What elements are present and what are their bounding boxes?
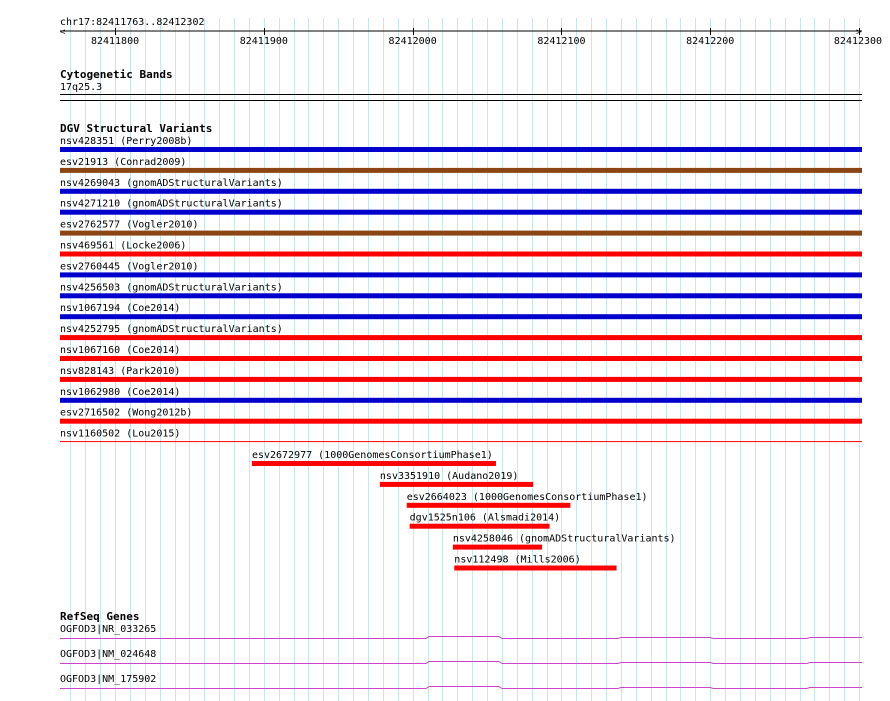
dgv-feature[interactable]: nsv1067194 (Coe2014) bbox=[60, 303, 862, 320]
dgv-feature-bar[interactable] bbox=[452, 544, 543, 550]
dgv-feature-bar[interactable] bbox=[251, 461, 496, 466]
refseq-gene-glyph[interactable] bbox=[60, 636, 862, 639]
dgv-feature-bar[interactable] bbox=[60, 397, 862, 403]
dgv-feature-label: nsv4269043 (gnomADStructuralVariants) bbox=[60, 178, 283, 189]
dgv-feature-label: nsv1160502 (Lou2015) bbox=[60, 429, 180, 440]
dgv-feature-label: nsv1062980 (Coe2014) bbox=[60, 387, 180, 398]
refseq-gene-label: OGFOD3|NR_033265 bbox=[60, 624, 156, 635]
dgv-feature-bar[interactable] bbox=[406, 502, 571, 508]
dgv-feature-list: nsv428351 (Perry2008b) esv21913 (Conrad20… bbox=[60, 136, 862, 571]
dgv-feature-label: nsv469561 (Locke2006) bbox=[60, 241, 186, 252]
dgv-feature-bar[interactable] bbox=[60, 147, 862, 152]
dgv-feature[interactable]: nsv828143 (Park2010) bbox=[60, 366, 862, 382]
dgv-feature-label: nsv428351 (Perry2008b) bbox=[60, 136, 192, 147]
dgv-feature-bar[interactable] bbox=[379, 481, 534, 487]
dgv-feature-label: nsv1067160 (Coe2014) bbox=[60, 345, 180, 356]
dgv-feature-bar[interactable] bbox=[60, 188, 862, 194]
dgv-feature-label: esv21913 (Conrad2009) bbox=[60, 157, 186, 168]
dgv-feature[interactable]: nsv3351910 (Audano2019) bbox=[379, 471, 534, 487]
dgv-feature[interactable]: nsv112498 (Mills2006) bbox=[454, 555, 617, 571]
dgv-feature[interactable]: esv2762577 (Vogler2010) bbox=[60, 220, 862, 236]
dgv-feature[interactable]: nsv428351 (Perry2008b) bbox=[60, 136, 862, 152]
dgv-feature-label: nsv3351910 (Audano2019) bbox=[380, 471, 518, 482]
dgv-feature[interactable]: nsv4252795 (gnomADStructuralVariants) bbox=[60, 324, 862, 341]
dgv-feature[interactable]: esv2664023 (1000GenomesConsortiumPhase1) bbox=[406, 492, 648, 508]
ruler-arrow-left-icon: < bbox=[60, 28, 66, 38]
dgv-feature-label: nsv4271210 (gnomADStructuralVariants) bbox=[60, 199, 283, 210]
refseq-gene-glyph[interactable] bbox=[60, 686, 862, 689]
dgv-feature[interactable]: nsv469561 (Locke2006) bbox=[60, 241, 862, 257]
dgv-feature-bar[interactable] bbox=[60, 293, 862, 299]
ruler: chr17:82411763..82412302 < > 82411800 824… bbox=[60, 17, 882, 47]
refseq-gene[interactable]: OGFOD3|NM_175902 bbox=[60, 674, 862, 689]
dgv-feature-bar[interactable] bbox=[60, 230, 862, 236]
dgv-feature-label: dgv1525n106 (Alsmadi2014) bbox=[410, 513, 561, 524]
dgv-feature[interactable]: dgv1525n106 (Alsmadi2014) bbox=[409, 513, 561, 529]
dgv-feature[interactable]: nsv4258046 (gnomADStructuralVariants) bbox=[452, 534, 676, 550]
dgv-feature-label: nsv112498 (Mills2006) bbox=[454, 555, 580, 566]
dgv-feature-bar[interactable] bbox=[60, 376, 862, 382]
dgv-feature-bar[interactable] bbox=[60, 209, 862, 215]
ruler-tick-label: 82412200 bbox=[686, 36, 734, 47]
dgv-feature[interactable]: nsv1067160 (Coe2014) bbox=[60, 345, 862, 361]
dgv-feature-label: nsv4256503 (gnomADStructuralVariants) bbox=[60, 282, 283, 293]
refseq-gene-label: OGFOD3|NM_175902 bbox=[60, 674, 156, 685]
dgv-feature[interactable]: nsv4271210 (gnomADStructuralVariants) bbox=[60, 199, 862, 215]
refseq-gene[interactable]: OGFOD3|NR_033265 bbox=[60, 624, 862, 639]
dgv-feature-label: esv2664023 (1000GenomesConsortiumPhase1) bbox=[407, 492, 648, 503]
dgv-feature-bar[interactable] bbox=[60, 251, 862, 257]
dgv-feature-bar[interactable] bbox=[60, 356, 862, 361]
cytoband-track-title: Cytogenetic Bands bbox=[60, 68, 173, 81]
dgv-feature-label: nsv4258046 (gnomADStructuralVariants) bbox=[453, 534, 676, 545]
ruler-tick-label: 82411800 bbox=[91, 36, 139, 47]
dgv-feature[interactable]: nsv4269043 (gnomADStructuralVariants) bbox=[60, 178, 862, 194]
dgv-track-title: DGV Structural Variants bbox=[60, 122, 212, 135]
ruler-tick-label: 82412100 bbox=[537, 36, 585, 47]
dgv-feature-label: esv2760445 (Vogler2010) bbox=[60, 261, 198, 272]
dgv-feature-bar[interactable] bbox=[60, 272, 862, 278]
dgv-feature-bar[interactable] bbox=[60, 167, 862, 173]
ruler-tick-label: 82412300 bbox=[834, 36, 882, 47]
dgv-feature-bar[interactable] bbox=[409, 523, 550, 529]
dgv-feature[interactable]: esv2760445 (Vogler2010) bbox=[60, 261, 862, 278]
dgv-feature-bar[interactable] bbox=[60, 335, 862, 341]
dgv-feature-bar[interactable] bbox=[60, 314, 862, 320]
refseq-gene-glyph[interactable] bbox=[60, 661, 862, 664]
ruler-ticks: 82411800 82411900 82412000 82412100 82412200… bbox=[91, 28, 882, 47]
cytoband-track[interactable]: Cytogenetic Bands 17q25.3 bbox=[60, 68, 862, 101]
dgv-feature[interactable]: nsv4256503 (gnomADStructuralVariants) bbox=[60, 282, 862, 299]
dgv-feature-label: nsv828143 (Park2010) bbox=[60, 366, 180, 377]
ruler-tick-label: 82412000 bbox=[389, 36, 437, 47]
dgv-feature-label: esv2762577 (Vogler2010) bbox=[60, 220, 198, 231]
dgv-feature-bar[interactable] bbox=[60, 418, 862, 424]
cytoband-label: 17q25.3 bbox=[60, 82, 102, 93]
dgv-track[interactable]: DGV Structural Variants nsv428351 (Perry… bbox=[60, 122, 862, 571]
dgv-feature[interactable]: nsv1160502 (Lou2015) bbox=[60, 429, 862, 443]
dgv-feature[interactable]: esv2672977 (1000GenomesConsortiumPhase1) bbox=[251, 450, 496, 466]
dgv-feature-bar[interactable] bbox=[454, 565, 617, 571]
dgv-feature-label: esv2716502 (Wong2012b) bbox=[60, 408, 192, 419]
refseq-track-title: RefSeq Genes bbox=[60, 610, 139, 623]
dgv-feature[interactable]: esv21913 (Conrad2009) bbox=[60, 157, 862, 173]
dgv-feature-label: nsv4252795 (gnomADStructuralVariants) bbox=[60, 324, 283, 335]
dgv-feature-label: esv2672977 (1000GenomesConsortiumPhase1) bbox=[252, 450, 493, 461]
refseq-track[interactable]: RefSeq Genes OGFOD3|NR_033265 OGFOD3|NM_0… bbox=[60, 610, 862, 689]
dgv-feature[interactable]: nsv1062980 (Coe2014) bbox=[60, 387, 862, 403]
refseq-gene[interactable]: OGFOD3|NM_024648 bbox=[60, 649, 862, 664]
refseq-gene-list: OGFOD3|NR_033265 OGFOD3|NM_024648 OGFOD3|N… bbox=[60, 624, 862, 689]
region-label: chr17:82411763..82412302 bbox=[60, 17, 205, 28]
refseq-gene-label: OGFOD3|NM_024648 bbox=[60, 649, 156, 660]
dgv-feature-label: nsv1067194 (Coe2014) bbox=[60, 303, 180, 314]
ruler-tick-label: 82411900 bbox=[240, 36, 288, 47]
dgv-feature-bar[interactable] bbox=[60, 441, 862, 443]
dgv-feature[interactable]: esv2716502 (Wong2012b) bbox=[60, 408, 862, 424]
